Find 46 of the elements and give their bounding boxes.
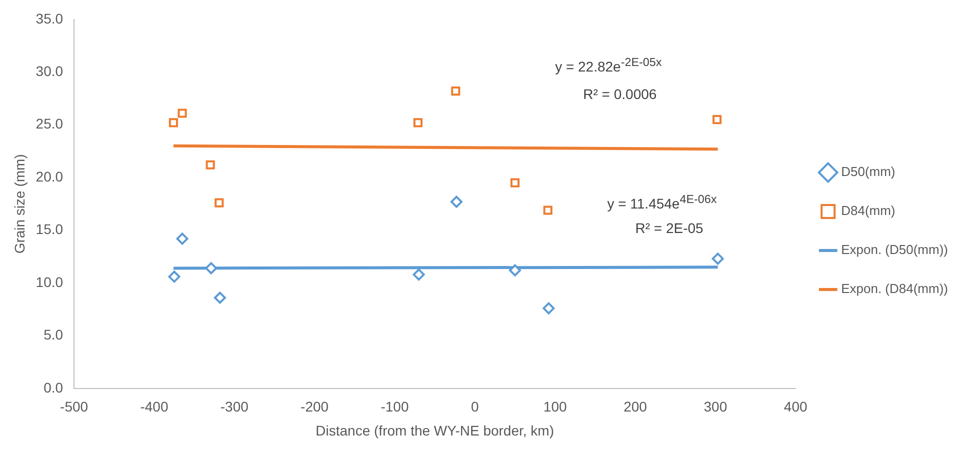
point	[543, 206, 552, 215]
y-tick-label: 5.0	[44, 326, 64, 343]
legend-label: D84(mm)	[841, 203, 896, 218]
annotation: R² = 0.0006	[583, 86, 657, 102]
x-tick-label: -200	[300, 398, 329, 415]
legend-label: Expon. (D50(mm))	[841, 242, 948, 258]
x-tick-label: -500	[60, 398, 88, 415]
y-tick-label: 30.0	[36, 62, 64, 79]
x-tick-label: 200	[624, 398, 648, 415]
x-tick-label: 300	[704, 398, 728, 415]
y-tick-label: 20.0	[36, 168, 64, 184]
y-tick-label: 25.0	[36, 116, 64, 132]
point	[542, 302, 555, 314]
legend-label: D50(mm)	[841, 164, 896, 180]
annotation: y = 11.454e$^{4E-06x}$	[607, 193, 717, 212]
point	[178, 108, 187, 118]
y-axis-title: Grain size (mm)	[11, 154, 28, 254]
point	[413, 118, 423, 128]
x-tick-label: -300	[220, 398, 249, 415]
x-axis-title: Distance (from the WY-NE border, km)	[316, 422, 554, 438]
point	[508, 264, 521, 276]
x-tick-label: 400	[784, 398, 808, 415]
point	[510, 178, 520, 188]
x-tick-label: -400	[140, 398, 168, 415]
point	[214, 292, 226, 304]
y-tick-label: 15.0	[36, 221, 64, 238]
point	[712, 115, 722, 124]
y-tick-label: 35.0	[36, 10, 64, 26]
point	[168, 270, 180, 283]
x-tick-label: 100	[543, 398, 567, 415]
point	[412, 268, 425, 281]
annotation: y = 22.82e$^{-2E-05x}$	[555, 56, 662, 75]
point	[712, 252, 724, 265]
point	[451, 86, 460, 96]
legend-label: Expon. (D84(mm))	[841, 281, 948, 296]
y-tick-label: 10.0	[36, 274, 64, 290]
point	[214, 198, 224, 208]
point	[176, 232, 188, 245]
x-tick-label: 0	[471, 398, 480, 415]
point	[205, 262, 218, 274]
point	[206, 160, 215, 170]
point	[450, 196, 462, 208]
point	[168, 118, 178, 128]
annotation: R² = 2E-05	[635, 220, 704, 236]
y-tick-label: 0.0	[44, 379, 64, 396]
x-tick-label: -100	[380, 398, 409, 415]
